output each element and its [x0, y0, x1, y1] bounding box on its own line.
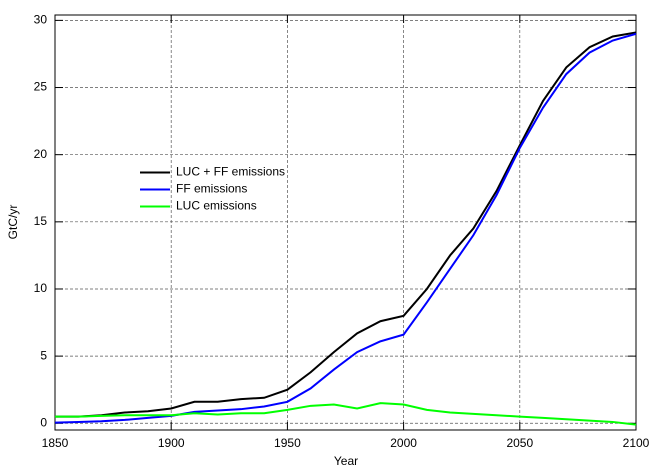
x-axis-label: Year: [334, 454, 358, 468]
legend-label: FF emissions: [176, 182, 247, 196]
legend-label: LUC + FF emissions: [176, 165, 285, 179]
series-line: [54, 32, 637, 424]
x-tick-label: 1950: [274, 436, 301, 450]
x-tick-label: 2100: [623, 436, 649, 450]
y-tick-label: 30: [34, 13, 48, 27]
x-tick-label: 1850: [42, 436, 69, 450]
y-axis-label: GtC/yr: [6, 205, 20, 240]
legend-label: LUC emissions: [176, 199, 257, 213]
x-tick-label: 2050: [506, 436, 533, 450]
x-tick-label: 2000: [390, 436, 417, 450]
series-line: [55, 402, 637, 426]
series-line: [55, 31, 637, 418]
y-tick-label: 10: [34, 281, 48, 295]
x-tick-label: 1900: [158, 436, 185, 450]
plot-frame: [54, 14, 637, 431]
y-tick-label: 5: [40, 348, 47, 362]
y-tick-label: 25: [34, 80, 48, 94]
y-tick-label: 15: [34, 214, 48, 228]
y-tick-label: 20: [34, 147, 48, 161]
y-tick-label: 0: [40, 415, 47, 429]
